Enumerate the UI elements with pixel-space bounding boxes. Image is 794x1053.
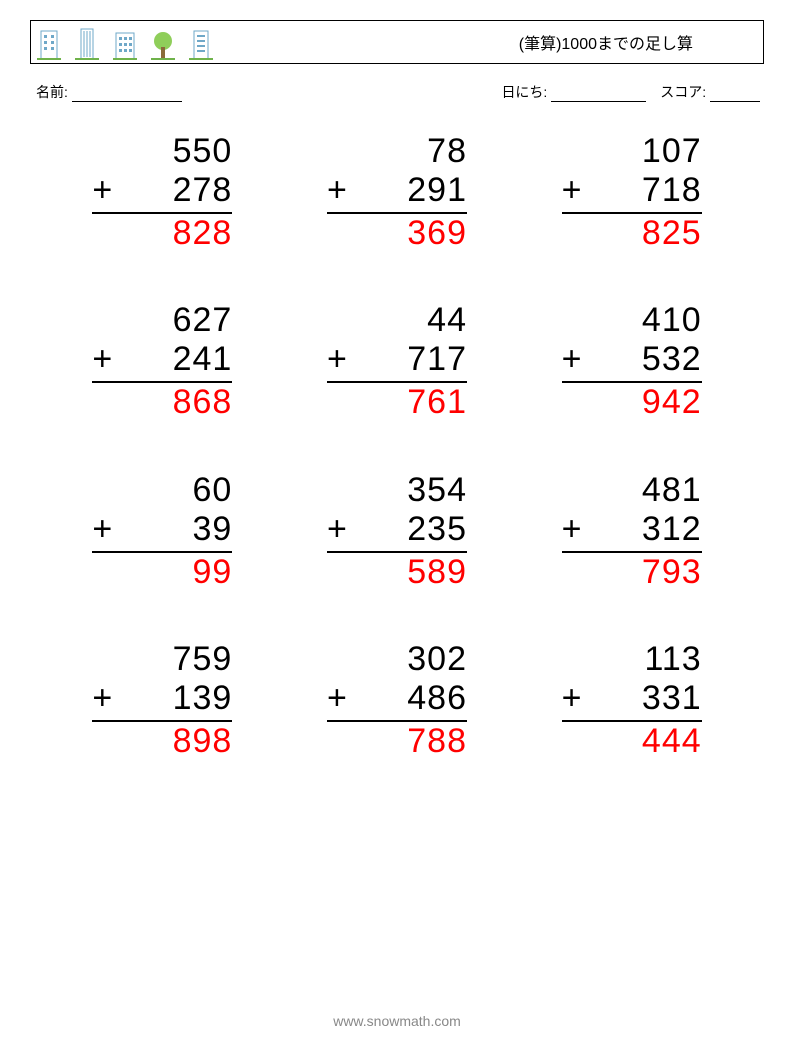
operand-b: 331	[592, 679, 702, 718]
meta-row: 名前: 日にち: スコア:	[30, 82, 764, 102]
operator: +	[327, 679, 357, 718]
operand-b: 532	[592, 340, 702, 379]
date-blank[interactable]	[551, 88, 646, 102]
operand-a: 550	[173, 132, 233, 171]
operand-b-row: +717	[327, 340, 467, 379]
worksheet-title: (筆算)1000までの足し算	[519, 30, 753, 54]
operator: +	[92, 171, 122, 210]
building-icon	[73, 25, 101, 61]
footer-url: www.snowmath.com	[0, 1013, 794, 1029]
score-blank[interactable]	[710, 88, 760, 102]
operand-b-row: +486	[327, 679, 467, 718]
score-label: スコア:	[660, 84, 706, 100]
answer: 898	[173, 722, 233, 761]
operand-a: 759	[173, 640, 233, 679]
addition-problem: 481+312793	[562, 471, 702, 592]
operand-b: 486	[357, 679, 467, 718]
date-label: 日にち:	[501, 84, 547, 100]
operand-a: 410	[642, 301, 702, 340]
operand-b-row: +291	[327, 171, 467, 210]
operand-b-row: +139	[92, 679, 232, 718]
operator: +	[562, 510, 592, 549]
operand-b: 291	[357, 171, 467, 210]
operand-a: 302	[407, 640, 467, 679]
operand-b: 312	[592, 510, 702, 549]
building-icon	[35, 25, 63, 61]
addition-problem: 60+3999	[92, 471, 232, 592]
addition-problem: 302+486788	[327, 640, 467, 761]
worksheet-page: (筆算)1000までの足し算 名前: 日にち: スコア: 550+2788287…	[0, 0, 794, 1053]
operand-b-row: +331	[562, 679, 702, 718]
operand-b: 235	[357, 510, 467, 549]
name-blank[interactable]	[72, 88, 182, 102]
answer: 589	[407, 553, 467, 592]
header-box: (筆算)1000までの足し算	[30, 20, 764, 64]
answer: 444	[642, 722, 702, 761]
answer: 99	[193, 553, 233, 592]
building-icon	[187, 25, 215, 61]
operand-a: 60	[193, 471, 233, 510]
header-icons	[35, 21, 215, 63]
answer: 942	[642, 383, 702, 422]
operator: +	[327, 340, 357, 379]
name-label: 名前:	[36, 84, 68, 100]
operand-b-row: +312	[562, 510, 702, 549]
operand-b-row: +532	[562, 340, 702, 379]
operand-b: 717	[357, 340, 467, 379]
operand-b-row: +241	[92, 340, 232, 379]
operand-b: 241	[122, 340, 232, 379]
operand-a: 627	[173, 301, 233, 340]
addition-problem: 107+718825	[562, 132, 702, 253]
operator: +	[562, 340, 592, 379]
operand-a: 481	[642, 471, 702, 510]
operand-a: 78	[427, 132, 467, 171]
operand-b-row: +39	[92, 510, 232, 549]
answer: 761	[407, 383, 467, 422]
operator: +	[92, 340, 122, 379]
addition-problem: 354+235589	[327, 471, 467, 592]
answer: 825	[642, 214, 702, 253]
operand-b: 718	[592, 171, 702, 210]
operator: +	[562, 171, 592, 210]
addition-problem: 113+331444	[562, 640, 702, 761]
operand-a: 44	[427, 301, 467, 340]
operand-b-row: +718	[562, 171, 702, 210]
addition-problem: 627+241868	[92, 301, 232, 422]
operand-b-row: +278	[92, 171, 232, 210]
answer: 868	[173, 383, 233, 422]
answer: 788	[407, 722, 467, 761]
building-icon	[111, 25, 139, 61]
operator: +	[327, 171, 357, 210]
operator: +	[92, 510, 122, 549]
tree-icon	[149, 25, 177, 61]
operand-a: 113	[644, 640, 701, 679]
addition-problem: 78+291369	[327, 132, 467, 253]
operator: +	[562, 679, 592, 718]
addition-problem: 550+278828	[92, 132, 232, 253]
problems-grid: 550+27882878+291369107+718825627+2418684…	[30, 132, 764, 761]
addition-problem: 410+532942	[562, 301, 702, 422]
answer: 828	[173, 214, 233, 253]
answer: 793	[642, 553, 702, 592]
operand-b: 39	[122, 510, 232, 549]
operator: +	[327, 510, 357, 549]
answer: 369	[407, 214, 467, 253]
operand-b-row: +235	[327, 510, 467, 549]
addition-problem: 44+717761	[327, 301, 467, 422]
operand-a: 107	[642, 132, 702, 171]
operand-b: 278	[122, 171, 232, 210]
addition-problem: 759+139898	[92, 640, 232, 761]
operator: +	[92, 679, 122, 718]
operand-a: 354	[407, 471, 467, 510]
operand-b: 139	[122, 679, 232, 718]
